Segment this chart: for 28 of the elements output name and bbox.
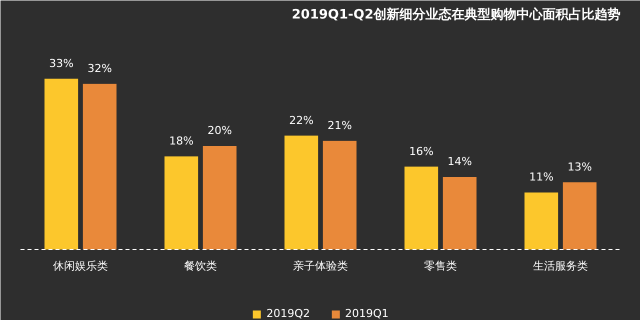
chart-title: 2019Q1-Q2创新细分业态在典型购物中心面积占比趋势 <box>292 6 621 22</box>
data-label: 14% <box>447 155 472 168</box>
x-tick-label: 亲子体验类 <box>293 259 348 272</box>
bar <box>164 156 198 250</box>
bar <box>404 166 438 250</box>
data-label: 13% <box>567 160 592 174</box>
x-tick-label: 餐饮类 <box>184 259 217 272</box>
data-label: 16% <box>409 144 434 158</box>
bar <box>44 78 78 250</box>
data-label: 18% <box>169 134 194 148</box>
bar <box>562 182 596 250</box>
x-tick-label: 零售类 <box>424 259 457 272</box>
data-label: 20% <box>207 124 232 138</box>
legend-label: 2019Q1 <box>345 307 389 320</box>
bar <box>82 84 116 250</box>
bar <box>442 177 476 250</box>
data-label: 11% <box>529 170 554 184</box>
bar <box>284 136 318 250</box>
data-label: 21% <box>327 118 352 132</box>
bar <box>202 146 236 250</box>
data-label: 32% <box>87 62 112 76</box>
bar <box>524 192 558 250</box>
bar <box>322 140 356 250</box>
x-tick-label: 休闲娱乐类 <box>53 259 108 272</box>
data-label: 22% <box>289 114 314 127</box>
x-tick-label: 生活服务类 <box>533 259 588 272</box>
legend-label: 2019Q2 <box>266 307 310 320</box>
data-label: 33% <box>49 56 74 70</box>
